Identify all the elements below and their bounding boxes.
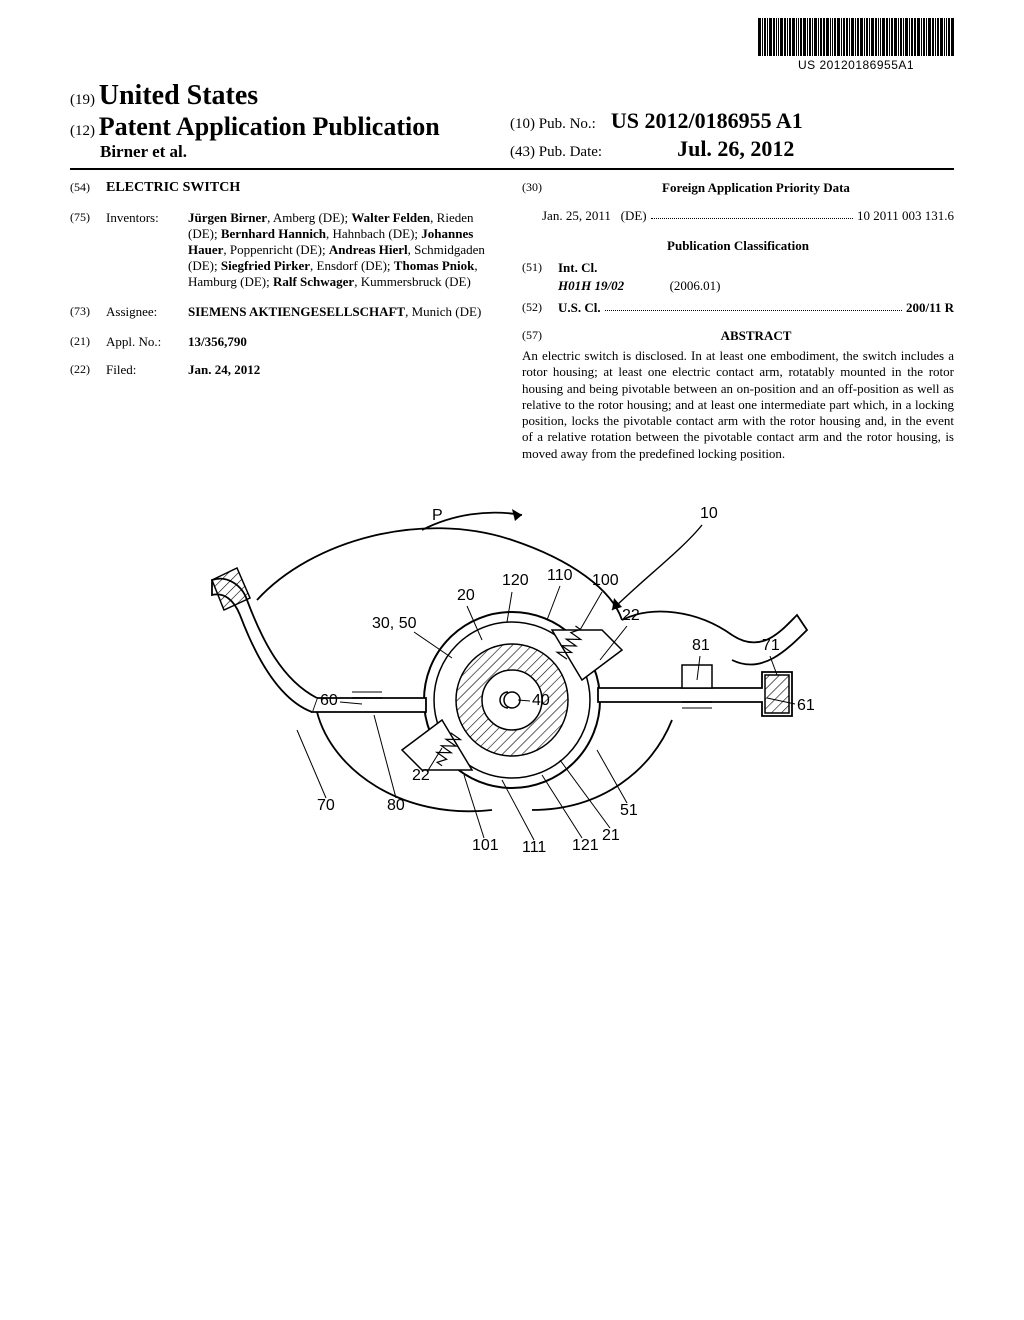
intcl-year: (2006.01): [670, 278, 721, 293]
biblio-columns: (54) ELECTRIC SWITCH (75) Inventors: Jür…: [70, 180, 954, 462]
inventor-name: Siegfried Pirker: [221, 258, 310, 273]
uscl-code: (52): [522, 300, 558, 316]
inventor-loc: , Ensdorf (DE);: [310, 258, 394, 273]
inventor-loc: , Hahnbach (DE);: [326, 226, 421, 241]
filed-label: Filed:: [106, 362, 188, 378]
country-name: United States: [99, 80, 258, 111]
inventor-name: Andreas Hierl: [329, 242, 408, 257]
inventors-row: (75) Inventors: Jürgen Birner, Amberg (D…: [70, 210, 502, 290]
abstract-heading-row: (57) ABSTRACT: [522, 328, 954, 344]
appl-number: 13/356,790: [188, 334, 247, 349]
foreign-row: (30) Foreign Application Priority Data: [522, 180, 954, 196]
abstract-heading: ABSTRACT: [721, 328, 792, 343]
right-column: (30) Foreign Application Priority Data J…: [522, 180, 954, 462]
inventor-name: Bernhard Hannich: [221, 226, 326, 241]
uscl-label: U.S. Cl.: [558, 300, 601, 316]
header-right: (10) Pub. No.: US 2012/0186955 A1 (43) P…: [510, 108, 803, 162]
inventor-name: Thomas Pniok: [394, 258, 475, 273]
fig-label-101: 101: [472, 837, 499, 854]
inventor-name: Walter Felden: [351, 210, 430, 225]
header-divider: [70, 168, 954, 170]
inventor-name: Ralf Schwager: [273, 274, 354, 289]
applno-label: Appl. No.:: [106, 334, 188, 350]
intcl-label: Int. Cl.: [558, 260, 597, 275]
filed-row: (22) Filed: Jan. 24, 2012: [70, 362, 502, 378]
pubdate-label: Pub. Date:: [539, 144, 602, 160]
foreign-priority-line: Jan. 25, 2011 (DE) 10 2011 003 131.6: [542, 208, 954, 224]
pub-type: Patent Application Publication: [99, 112, 440, 141]
foreign-heading: Foreign Application Priority Data: [662, 180, 850, 195]
fig-label-100: 100: [592, 572, 619, 589]
intcl-row: (51) Int. Cl.: [522, 260, 954, 276]
pub-date: Jul. 26, 2012: [677, 136, 794, 161]
fig-label-22b: 22: [412, 767, 430, 784]
title-code: (54): [70, 180, 106, 196]
inventor-name: Jürgen Birner: [188, 210, 267, 225]
pubdate-code: (43): [510, 144, 535, 160]
fig-label-80: 80: [387, 797, 405, 814]
inventor-loc: , Amberg (DE);: [267, 210, 351, 225]
fig-label-121: 121: [572, 837, 599, 854]
inventor-loc: , Kummersbruck (DE): [354, 274, 471, 289]
intcl-value: H01H 19/02: [558, 278, 624, 293]
filed-code: (22): [70, 362, 106, 378]
fig-label-21: 21: [602, 827, 620, 844]
pub-number: US 2012/0186955 A1: [611, 108, 803, 133]
applno-row: (21) Appl. No.: 13/356,790: [70, 334, 502, 350]
fig-label-71: 71: [762, 637, 780, 654]
uscl-row: (52) U.S. Cl. 200/11 R: [522, 300, 954, 316]
intcl-code: (51): [522, 260, 558, 276]
fig-label-30-50: 30, 50: [372, 615, 417, 632]
filed-date: Jan. 24, 2012: [188, 362, 260, 377]
uscl-value: 200/11 R: [906, 300, 954, 316]
pubclass-heading: Publication Classification: [522, 238, 954, 254]
inventors-value: Jürgen Birner, Amberg (DE); Walter Felde…: [188, 210, 502, 290]
fig-label-61: 61: [797, 697, 815, 714]
patent-figure: P 10 120 110 100 20 22 30, 50 81 71 61 6…: [202, 480, 822, 900]
figure-area: P 10 120 110 100 20 22 30, 50 81 71 61 6…: [70, 480, 954, 905]
fig-label-110: 110: [547, 567, 573, 584]
inventors-label: Inventors:: [106, 210, 188, 290]
foreign-number: 10 2011 003 131.6: [857, 208, 954, 224]
inventor-loc: , Poppenricht (DE);: [223, 242, 328, 257]
foreign-date: Jan. 25, 2011: [542, 208, 611, 224]
assignee-value: SIEMENS AKTIENGESELLSCHAFT, Munich (DE): [188, 304, 502, 320]
pub-code: (12): [70, 123, 95, 139]
pubno-label: Pub. No.:: [539, 116, 596, 132]
fig-label-P: P: [432, 507, 443, 524]
abstract-text: An electric switch is disclosed. In at l…: [522, 348, 954, 462]
fig-label-81: 81: [692, 637, 710, 654]
foreign-code: (30): [522, 180, 558, 196]
invention-title: ELECTRIC SWITCH: [106, 180, 240, 196]
assignee-name: SIEMENS AKTIENGESELLSCHAFT: [188, 304, 405, 319]
abstract-code: (57): [522, 328, 558, 344]
fig-label-70: 70: [317, 797, 335, 814]
foreign-cc: (DE): [621, 208, 647, 224]
fig-label-20: 20: [457, 587, 475, 604]
left-column: (54) ELECTRIC SWITCH (75) Inventors: Jür…: [70, 180, 502, 462]
inventors-code: (75): [70, 210, 106, 290]
fig-label-40: 40: [532, 692, 550, 709]
fig-label-60: 60: [320, 692, 338, 709]
assignee-loc: , Munich (DE): [405, 304, 481, 319]
barcode-text: US 20120186955A1: [758, 58, 954, 72]
fig-label-10: 10: [700, 505, 718, 522]
patent-page: US 20120186955A1 (19) United States (12)…: [0, 0, 1024, 1320]
barcode-graphic: [758, 18, 954, 56]
fig-label-111: 111: [522, 839, 546, 856]
assignee-code: (73): [70, 304, 106, 320]
intcl-value-row: H01H 19/02 (2006.01): [558, 278, 954, 294]
assignee-label: Assignee:: [106, 304, 188, 320]
barcode-block: US 20120186955A1: [758, 18, 954, 72]
fig-label-120: 120: [502, 572, 529, 589]
assignee-row: (73) Assignee: SIEMENS AKTIENGESELLSCHAF…: [70, 304, 502, 320]
title-row: (54) ELECTRIC SWITCH: [70, 180, 502, 196]
applno-code: (21): [70, 334, 106, 350]
pubno-code: (10): [510, 116, 535, 132]
fig-label-22a: 22: [622, 607, 640, 624]
country-code: (19): [70, 92, 95, 108]
fig-label-51: 51: [620, 802, 638, 819]
